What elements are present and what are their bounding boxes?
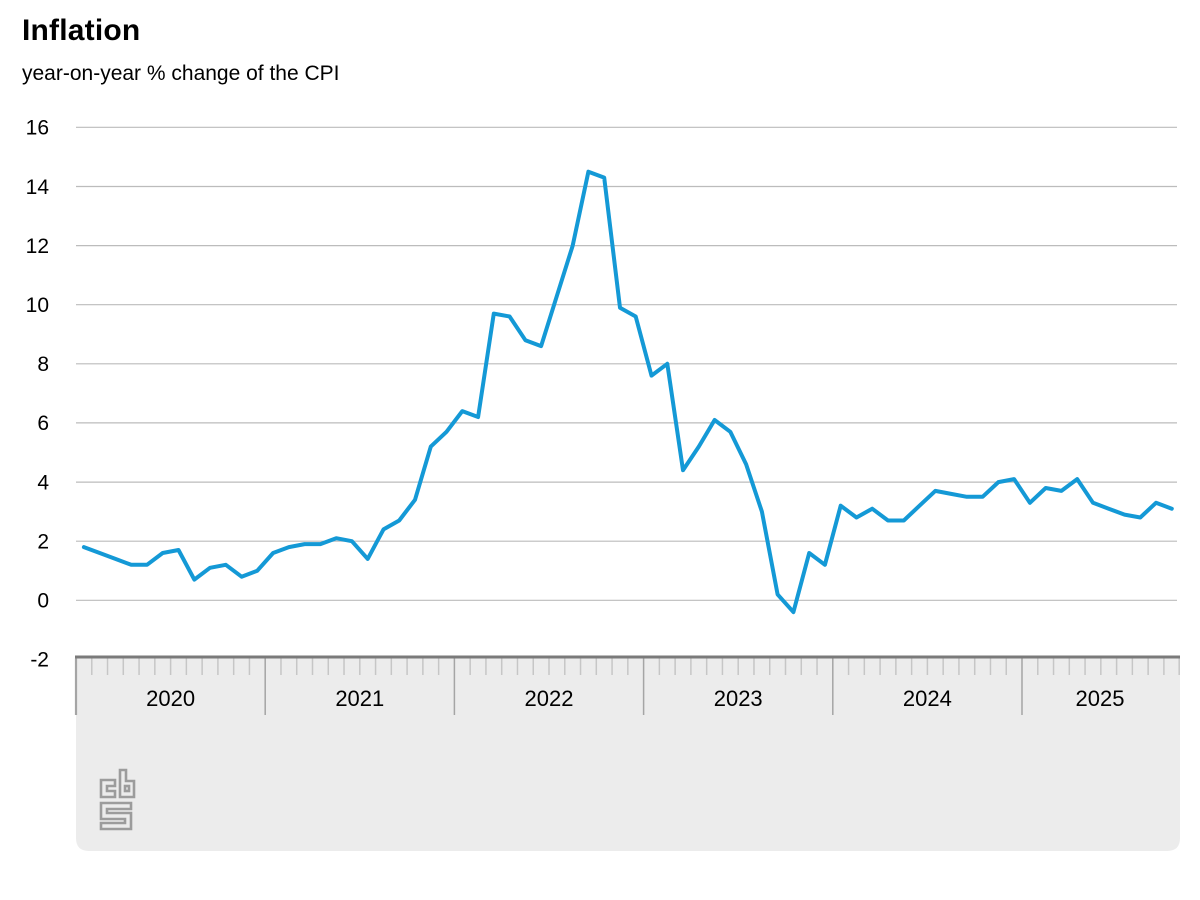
cbs-logo-icon [99,768,136,831]
svg-text:2024: 2024 [903,686,952,711]
svg-text:16: 16 [26,117,49,140]
svg-text:10: 10 [26,294,49,317]
cbs-logo-s [99,801,133,831]
svg-text:6: 6 [37,412,49,435]
page-title: Inflation [22,14,141,47]
svg-text:2: 2 [37,531,49,554]
series-line [81,169,1174,615]
cbs-logo-b-hole [123,784,131,793]
svg-text:2022: 2022 [525,686,574,711]
svg-text:0: 0 [37,590,49,613]
svg-text:2020: 2020 [146,686,195,711]
y-axis-labels: 16 14 12 10 8 6 4 2 0 -2 [26,117,50,672]
y-gridlines [76,126,1177,601]
svg-text:4: 4 [37,471,49,494]
x-axis-ticks [74,658,1180,715]
cbs-logo-b [118,768,136,799]
svg-text:14: 14 [26,176,50,199]
x-axis-year-labels: 2020 2021 2022 2023 2024 2025 [146,686,1124,711]
cbs-logo-c [99,778,117,799]
svg-text:12: 12 [26,235,49,258]
svg-text:2023: 2023 [714,686,763,711]
x-axis-band [75,655,1180,851]
svg-text:2025: 2025 [1076,686,1125,711]
svg-text:-2: -2 [30,649,49,672]
svg-text:2021: 2021 [335,686,384,711]
svg-text:8: 8 [37,353,49,376]
chart-subtitle: year-on-year % change of the CPI [22,62,340,85]
